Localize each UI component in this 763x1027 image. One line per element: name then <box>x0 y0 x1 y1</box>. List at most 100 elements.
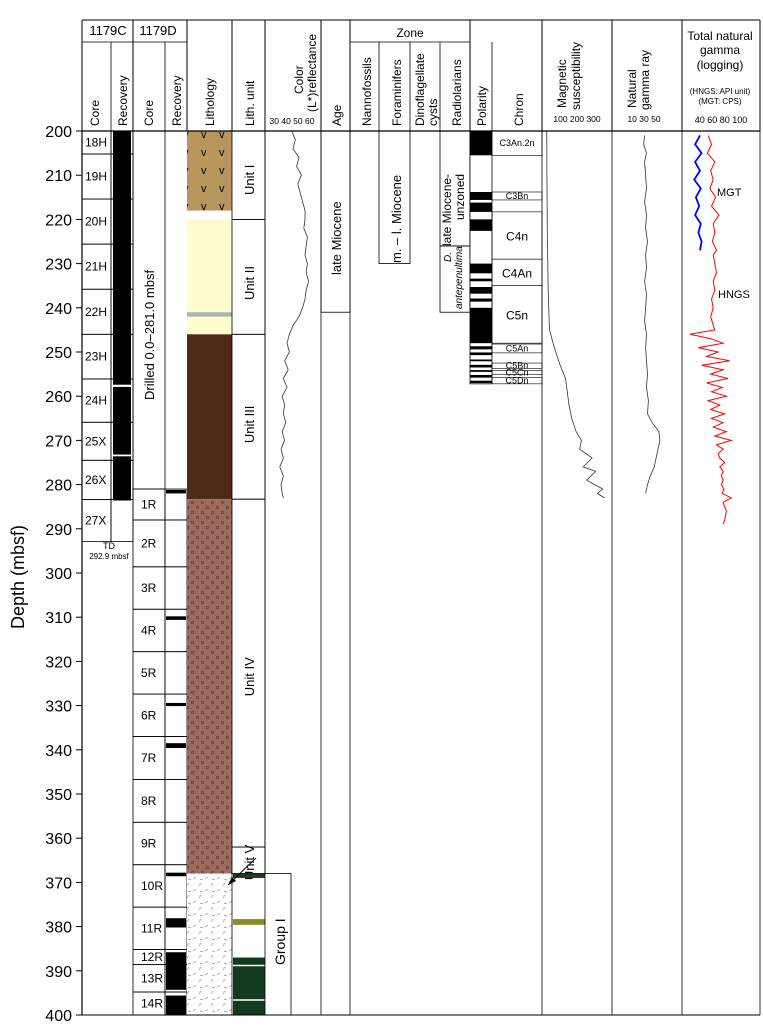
chron-label: C4n <box>506 230 528 244</box>
core-d-label: 1R <box>141 497 157 511</box>
lithology-interval <box>187 312 232 317</box>
magsus-curve <box>546 130 605 499</box>
group-label: Group I <box>272 918 288 965</box>
header-polarity: Polarity <box>475 86 489 126</box>
header-lith-unit: Lith. unit <box>243 80 257 126</box>
depth-tick-label: 270 <box>45 433 72 450</box>
recovery-d-box <box>164 779 188 823</box>
chron-label: C5Bn <box>506 361 529 371</box>
core-d-label: 5R <box>141 666 157 680</box>
polarity-normal-block <box>470 352 492 356</box>
foram-zone-label: m. – l. Miocene <box>389 175 404 263</box>
header-core-d: Core <box>142 100 156 126</box>
lithology-interval <box>187 334 232 500</box>
recovery-d-block <box>166 918 186 928</box>
hngs-label: HNGS <box>718 289 750 301</box>
chron-label: C5Dn <box>505 376 528 386</box>
column-headers: 1179C 1179D Core Recovery Core Recovery … <box>88 23 753 126</box>
recovery-d-block <box>166 952 186 990</box>
depth-tick-label: 250 <box>45 345 72 362</box>
header-tng-3: (logging) <box>697 58 744 72</box>
polarity-normal-block <box>470 370 492 372</box>
hngs-curve <box>689 135 734 525</box>
polarity-normal-block <box>470 307 492 344</box>
depth-tick-label: 380 <box>45 920 72 937</box>
log-curves <box>279 130 734 525</box>
depth-axis-label: Depth (mbsf) <box>8 525 28 629</box>
core-d-label: 10R <box>141 879 163 893</box>
header-recovery-d: Recovery <box>170 75 184 126</box>
recovery-d-block <box>166 995 186 1015</box>
depth-tick-label: 310 <box>45 610 72 627</box>
polarity-normal-block <box>470 263 492 274</box>
polarity-normal-block <box>470 346 492 350</box>
unit-v-arrowhead <box>228 877 236 885</box>
polarity-normal-block <box>470 191 492 200</box>
radiolarian-zone-2-line-2: antepenultima <box>454 246 465 309</box>
header-tng-2: gamma <box>700 43 740 57</box>
grid-lines <box>81 19 761 1016</box>
zone-blocks: Unit I Unit II Unit III Unit IV Unit V <box>231 130 471 1016</box>
recovery-d-block <box>166 702 186 707</box>
ngr-curve <box>643 135 661 494</box>
depth-tick-label: 230 <box>45 257 72 274</box>
recovery-d-block <box>166 872 186 877</box>
polarity-normal-block <box>470 278 492 282</box>
header-foraminifers: Foraminifers <box>390 59 404 126</box>
recovery-d-box <box>164 693 188 737</box>
core-d-label: 9R <box>141 837 157 851</box>
lith-unit-label: Unit II <box>242 266 257 300</box>
group-strip <box>233 957 265 1015</box>
lithology-interval <box>187 219 232 335</box>
recovery-d-box <box>164 864 188 908</box>
polarity-normal-block <box>470 364 492 368</box>
core-c-label: 25X <box>85 434 106 448</box>
polarity-normal-block <box>470 287 492 294</box>
core-d-label: 2R <box>141 536 157 550</box>
recovery-c-box <box>110 499 134 543</box>
header-tng-units-2: (MGT: CPS) <box>698 97 741 106</box>
recovery-c-block <box>113 456 131 501</box>
chron-label: C3An.2n <box>499 138 534 148</box>
header-age: Age <box>330 104 344 126</box>
polarity-normal-block <box>470 359 492 362</box>
header-core-c: Core <box>88 100 102 126</box>
core-d-label: 3R <box>141 581 157 595</box>
header-zone: Zone <box>396 26 424 40</box>
recovery-d-box <box>164 566 188 610</box>
depth-tick-label: 280 <box>45 478 72 495</box>
scale-magsus: 100 200 300 <box>553 114 601 124</box>
depth-tick-label: 200 <box>45 124 72 141</box>
chron-label: C5An <box>506 343 529 353</box>
core-c-label: 20H <box>85 215 107 229</box>
core-c-label: 23H <box>85 350 107 364</box>
chron-label: C5n <box>506 308 528 322</box>
recovery-c-block <box>113 386 131 455</box>
lithology-interval <box>187 499 232 874</box>
group-strip <box>233 873 265 878</box>
chron-label: C5Cn <box>505 368 528 378</box>
drilled-interval-label: Drilled 0.0–281.0 mbsf <box>142 270 157 400</box>
header-hole-1179D: 1179D <box>139 23 176 38</box>
depth-tick-label: 360 <box>45 831 72 848</box>
lith-unit-label: Unit V <box>242 844 257 880</box>
polarity-normal-block <box>470 374 492 378</box>
core-d-label: 14R <box>141 997 163 1011</box>
recovery-d-block <box>166 743 186 749</box>
header-ngr-2: gamma ray <box>638 50 652 110</box>
header-nannofossils: Nannofossils <box>360 57 374 126</box>
recovery-blocks <box>113 131 186 1015</box>
header-lithology: Lithology <box>203 78 217 126</box>
header-tng-units-1: (HNGS: API unit) <box>690 87 751 96</box>
scale-color: 30 40 50 60 <box>270 116 315 126</box>
recovery-c-block <box>113 131 131 385</box>
polarity-column <box>469 130 493 385</box>
recovery-d-block <box>166 616 186 620</box>
column-labels: Drilled 0.0–281.0 mbsf TD 292.9 mbsf Gro… <box>89 174 750 965</box>
mgt-label: MGT <box>717 187 742 199</box>
core-d-label: 12R <box>141 950 163 964</box>
depth-axis: Depth (mbsf) 200 210 220 230 240 250 260 270 280… <box>8 124 82 1025</box>
reflectance-curve <box>279 130 310 499</box>
